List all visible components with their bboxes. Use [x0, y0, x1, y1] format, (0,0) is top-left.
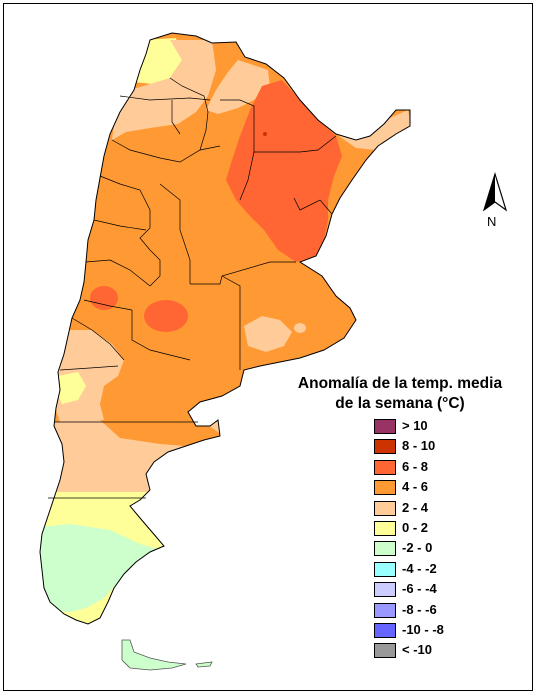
- legend-swatch: [374, 561, 396, 577]
- legend-title-line2: de la semana (°C): [335, 395, 465, 412]
- legend-label: -2 - 0: [402, 540, 433, 556]
- zone-2-4-north: [112, 40, 216, 140]
- zone-6-8-spot-center: [144, 300, 188, 332]
- legend-label: 4 - 6: [402, 479, 429, 495]
- legend-label: < -10: [402, 642, 432, 658]
- legend-swatch: [374, 419, 396, 434]
- legend-title-line1: Anomalía de la temp. media: [297, 375, 503, 392]
- zone-m2-0-south: [40, 524, 160, 612]
- legend-label: -6 - -4: [402, 581, 437, 597]
- legend-label: 6 - 8: [402, 458, 429, 474]
- legend-label: 8 - 10: [402, 438, 436, 454]
- legend-swatch: [374, 541, 396, 557]
- zone-2-4-northeast-strip: [206, 60, 270, 114]
- legend-swatch: [374, 622, 396, 638]
- tierra-del-fuego: [121, 639, 187, 671]
- zone-2-4-west-strip: [56, 330, 124, 430]
- legend-label: -4 - -2: [402, 560, 437, 576]
- legend-swatch: [374, 520, 396, 536]
- zone-6-8-spot-west: [90, 286, 118, 310]
- north-arrow-icon: [482, 172, 508, 212]
- zone-0-2-west-spot: [56, 372, 86, 404]
- legend-swatch: [374, 643, 396, 659]
- legend-label: 0 - 2: [402, 519, 429, 535]
- zone-2-4-spot-east: [244, 316, 292, 352]
- legend-swatch: [374, 480, 396, 496]
- legend-swatch: [374, 459, 396, 475]
- north-label: N: [487, 214, 497, 229]
- legend-label: -8 - -6: [402, 601, 437, 617]
- legend-label: 2 - 4: [402, 499, 429, 515]
- legend-label: > 10: [402, 418, 428, 433]
- province-boundaries: [48, 77, 337, 499]
- zone-6-8-northeast: [226, 80, 342, 262]
- legend-swatch: [374, 602, 396, 618]
- zone-4-6-south-bulge: [100, 420, 230, 448]
- legend-swatch: [374, 439, 396, 455]
- legend-label: -10 - -8: [402, 621, 444, 637]
- legend-swatch: [374, 500, 396, 516]
- legend-title: Anomalía de la temp. media de la semana …: [290, 374, 510, 414]
- zone-2-4-spot-tiny: [294, 323, 306, 333]
- zone-8-10-spot: [263, 132, 267, 136]
- legend-swatch: [374, 582, 396, 598]
- isla-de-los-estados: [195, 661, 213, 668]
